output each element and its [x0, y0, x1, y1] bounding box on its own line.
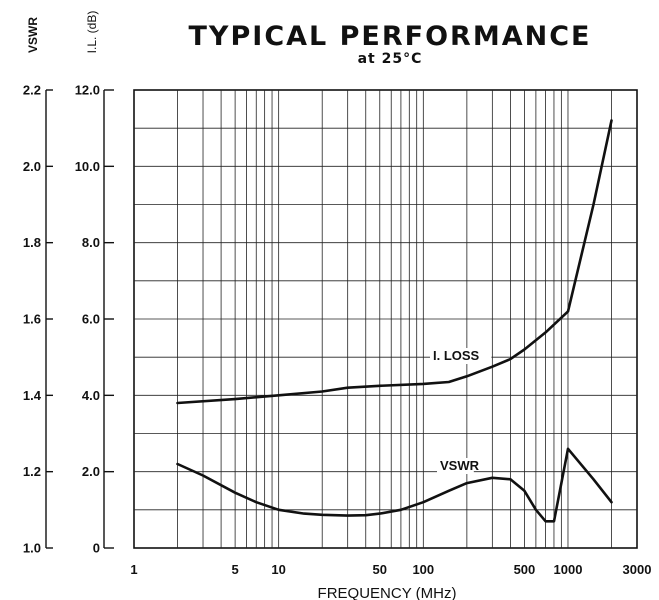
- vswr-tick-label: 1.4: [23, 388, 42, 403]
- vswr-tick-label: 2.2: [23, 83, 41, 98]
- il-tick-label: 0: [93, 541, 100, 556]
- series: I. LOSS VSWR: [176, 119, 613, 523]
- x-tick-label: 5: [231, 562, 238, 577]
- x-tick-label: 10: [271, 562, 285, 577]
- axes: [45, 89, 114, 549]
- il-tick-label: 8.0: [82, 235, 100, 250]
- vswr-tick-label: 1.2: [23, 464, 41, 479]
- vswr-annotation: VSWR: [440, 458, 480, 473]
- il-tick-label: 2.0: [82, 464, 100, 479]
- iloss-annotation: I. LOSS: [433, 348, 480, 363]
- vswr-tick-label: 2.0: [23, 159, 41, 174]
- x-tick-label: 1000: [554, 562, 583, 577]
- tick-labels: 1.0 1.2 1.4 1.6 1.8 2.0 2.2 0 2.0 4.0 6.0 8.0 10.0 12…: [23, 83, 652, 578]
- il-axis-label: I.L. (dB): [85, 11, 99, 54]
- chart-title: TYPICAL PERFORMANCE: [189, 21, 592, 52]
- x-tick-label: 100: [412, 562, 434, 577]
- vswr-axis-label: VSWR: [26, 17, 40, 53]
- vswr-tick-label: 1.0: [23, 541, 41, 556]
- il-tick-label: 4.0: [82, 388, 100, 403]
- il-tick-label: 10.0: [75, 159, 100, 174]
- x-tick-label: 1: [130, 562, 137, 577]
- iloss-annotation-bg: [430, 348, 492, 364]
- x-tick-label: 50: [373, 562, 387, 577]
- il-tick-label: 12.0: [75, 83, 100, 98]
- grid: [133, 89, 638, 549]
- x-tick-label: 3000: [623, 562, 652, 577]
- vswr-line: [176, 447, 613, 523]
- chart-subtitle: at 25°C: [358, 51, 423, 67]
- vswr-annotation-bg: [437, 458, 474, 474]
- x-axis-label: FREQUENCY (MHz): [318, 585, 457, 600]
- iloss-line: [176, 119, 613, 405]
- il-tick-label: 6.0: [82, 312, 100, 327]
- vswr-tick-label: 1.8: [23, 235, 41, 250]
- x-tick-label: 500: [514, 562, 536, 577]
- vswr-tick-label: 1.6: [23, 312, 41, 327]
